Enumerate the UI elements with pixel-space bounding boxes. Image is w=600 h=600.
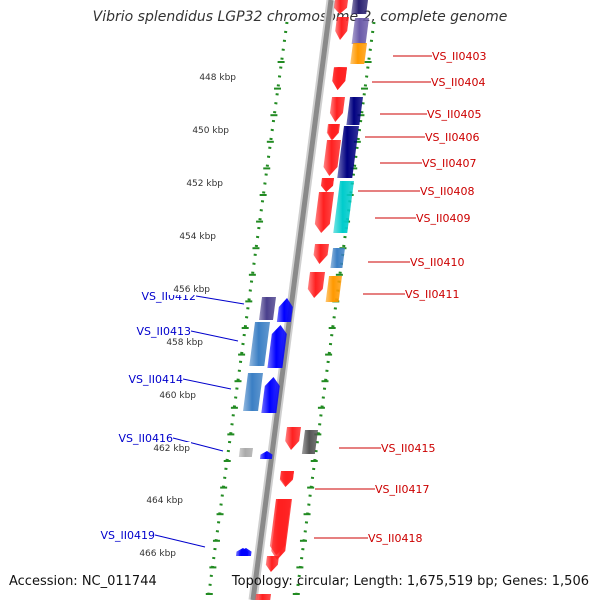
scale-label-bg — [167, 283, 211, 295]
leader-line — [190, 330, 239, 342]
gene-arrow[interactable] — [265, 556, 279, 572]
scale-label: 462 kbp — [153, 444, 190, 454]
gene-label-vs-ii0407[interactable]: VS_II0407 — [422, 157, 477, 170]
gene-arrow[interactable] — [313, 244, 329, 264]
gene-vs-ii0419[interactable] — [235, 548, 249, 556]
scale-label: 448 kbp — [199, 73, 236, 83]
leader-line — [172, 437, 224, 452]
gene-label-vs-ii0418[interactable]: VS_II0418 — [368, 532, 423, 545]
gene-arrow[interactable] — [259, 451, 273, 459]
gene-label-vs-ii0405[interactable]: VS_II0405 — [427, 108, 482, 121]
gene-label-vs-ii0419[interactable]: VS_II0419 — [101, 529, 156, 542]
gene-arrow[interactable] — [329, 97, 345, 122]
scale-label-bg — [180, 177, 224, 189]
gene-label-vs-ii0403[interactable]: VS_II0403 — [432, 50, 487, 63]
scale-label: 464 kbp — [146, 496, 183, 506]
accession-label: Accession: NC_011744 — [9, 574, 157, 589]
leader-line — [195, 295, 245, 305]
gene-label-vs-ii0414[interactable]: VS_II0414 — [129, 373, 184, 386]
gene-arrow[interactable] — [267, 325, 287, 368]
gene-arrow[interactable] — [255, 594, 271, 600]
gene-label-vs-ii0417[interactable]: VS_II0417 — [375, 483, 430, 496]
right-tick-track — [294, 21, 376, 600]
gene-label-vs-ii0416[interactable]: VS_II0416 — [119, 432, 174, 445]
gene-arrow[interactable] — [276, 298, 293, 322]
gene-arrow[interactable] — [351, 0, 368, 14]
gene-vs-ii0410[interactable] — [330, 248, 345, 268]
scale-label: 456 kbp — [173, 285, 210, 295]
gene-label-vs-ii0409[interactable]: VS_II0409 — [416, 212, 471, 225]
scale-label: 454 kbp — [179, 232, 216, 242]
gene-vs-ii0416[interactable] — [238, 448, 253, 457]
gene-vs-ii0407[interactable] — [337, 126, 359, 178]
scale-label-bg — [153, 389, 197, 401]
gene-vs-ii0406[interactable] — [326, 124, 339, 140]
gene-arrow[interactable] — [333, 0, 348, 14]
scale-label: 466 kbp — [139, 549, 176, 559]
gene-arrow[interactable] — [314, 192, 334, 233]
scale-label-bg — [140, 494, 184, 506]
gene-vs-ii0403[interactable] — [350, 43, 367, 64]
gene-vs-ii0409[interactable] — [333, 181, 354, 233]
gene-label-vs-ii0411[interactable]: VS_II0411 — [405, 288, 460, 301]
gene-arrow[interactable] — [261, 377, 280, 413]
gene-vs-ii0411[interactable] — [325, 276, 342, 302]
left-tick-track — [206, 21, 289, 600]
gene-vs-ii0412[interactable] — [259, 297, 276, 320]
scale-label: 458 kbp — [166, 338, 203, 348]
gene-label-vs-ii0413[interactable]: VS_II0413 — [137, 325, 192, 338]
gene-label-vs-ii0406[interactable]: VS_II0406 — [425, 131, 480, 144]
topology-label: Topology: circular; Length: 1,675,519 bp… — [231, 574, 589, 589]
gene-vs-ii0405[interactable] — [346, 97, 363, 125]
gene-vs-ii0415[interactable] — [301, 430, 318, 454]
scale-label-bg — [173, 230, 217, 242]
scale-label: 452 kbp — [186, 179, 223, 189]
leader-line — [182, 378, 232, 390]
gene-label-vs-ii0410[interactable]: VS_II0410 — [410, 256, 465, 269]
gene-arrow[interactable] — [323, 140, 341, 176]
scale-label-bg — [133, 547, 177, 559]
scale-label: 450 kbp — [192, 126, 229, 136]
gene-arrow[interactable] — [335, 17, 349, 40]
gene-vs-ii0408[interactable] — [320, 178, 334, 192]
backbone — [250, 0, 334, 600]
leader-line — [154, 534, 206, 548]
gene-vs-ii0418[interactable] — [271, 499, 292, 560]
gene-vs-ii0404[interactable] — [332, 67, 347, 90]
scale-label-bg — [160, 336, 204, 348]
scale-label-bg — [147, 442, 191, 454]
gene-vs-ii0417[interactable] — [279, 471, 294, 487]
gene-arrow[interactable] — [351, 18, 369, 44]
scale-label-bg — [193, 71, 237, 83]
gene-arrow[interactable] — [285, 427, 301, 450]
scale-label: 460 kbp — [159, 391, 196, 401]
gene-label-vs-ii0408[interactable]: VS_II0408 — [420, 185, 475, 198]
gene-label-vs-ii0415[interactable]: VS_II0415 — [381, 442, 436, 455]
gene-label-vs-ii0404[interactable]: VS_II0404 — [431, 76, 486, 89]
gene-vs-ii0413[interactable] — [249, 322, 270, 366]
scale-label-bg — [186, 124, 230, 136]
gene-arrow[interactable] — [307, 272, 325, 298]
gene-vs-ii0414[interactable] — [243, 373, 263, 411]
map-title: Vibrio splendidus LGP32 chromosome 2, co… — [92, 9, 508, 25]
